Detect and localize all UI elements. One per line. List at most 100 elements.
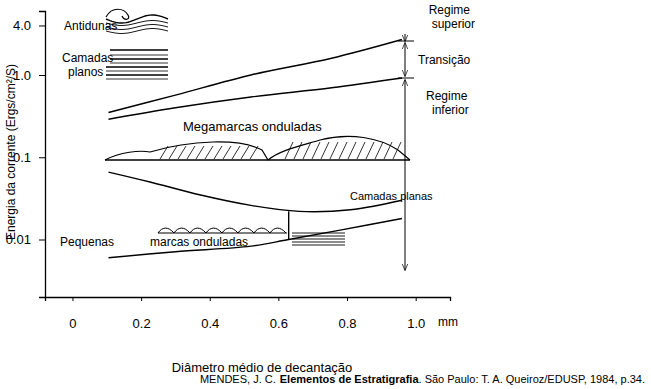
ripple-sketch	[222, 228, 238, 233]
megaripple-hatch	[214, 146, 222, 159]
plane-bed-sketch	[110, 55, 168, 56]
annotation: Regimesuperior	[429, 3, 475, 31]
plane-bed-sketch	[292, 242, 345, 243]
megaripple-hatch	[294, 142, 302, 159]
annotation: Megamarcas onduladas	[183, 119, 322, 134]
antidune-sketch	[106, 9, 129, 19]
x-tick: 0.2	[133, 297, 151, 331]
x-tick-mark	[72, 297, 73, 301]
megaripple-hatch	[187, 146, 195, 159]
megaripple-hatch	[357, 142, 365, 159]
x-tick-label: 0.6	[270, 316, 288, 331]
annotation: Camadas planas	[350, 190, 433, 202]
megaripple-hatch	[160, 146, 168, 159]
sketches	[105, 9, 414, 270]
plane-bed-sketch	[106, 74, 168, 75]
x-tick: 1.0	[407, 297, 425, 331]
megaripple-sketch	[105, 159, 410, 160]
boundary-line	[288, 211, 289, 239]
x-tick-label: 0.4	[201, 316, 219, 331]
ripple-sketch	[238, 228, 254, 233]
plane-bed-sketch	[292, 245, 345, 246]
ripple-sketch	[270, 228, 286, 233]
megaripple-sketch	[268, 136, 410, 160]
megaripple-hatch	[241, 146, 249, 159]
x-tick-label: 0.2	[133, 316, 151, 331]
labels: Antidunas Camadasplanos Megamarcas ondulad…	[4, 3, 645, 385]
plane-bed-sketch	[292, 239, 345, 240]
x-tick-label: 0	[69, 316, 76, 331]
x-tick-mark	[141, 297, 142, 301]
megaripple-hatch	[178, 146, 186, 159]
megaripple-sketch	[105, 142, 268, 160]
ripple-sketch	[174, 228, 190, 233]
annotation: Camadasplanos	[62, 51, 113, 79]
x-tick-mark	[416, 297, 417, 301]
plane-bed-sketch	[292, 236, 345, 237]
y-tick-label: 4.0	[13, 18, 31, 33]
y-tick-mark	[39, 25, 45, 26]
megaripple-hatch	[366, 142, 374, 159]
x-tick-mark	[347, 297, 348, 301]
source-text: . São Paulo: T. A. Queiroz/EDUSP, 1984, …	[419, 373, 645, 385]
ripple-sketch	[254, 228, 270, 233]
plane-bed-sketch	[110, 49, 168, 50]
source-text: Elementos de Estratigrafia	[280, 373, 420, 385]
y-tick-mark	[39, 157, 45, 158]
megaripple-hatch	[223, 146, 231, 159]
x-axis: 0 0.2 0.4 0.6 0.8 1.0	[46, 297, 451, 331]
x-tick: 0.6	[270, 297, 288, 331]
x-tick: 0	[69, 297, 76, 331]
annotation: Pequenas	[60, 235, 114, 249]
y-tick-mark	[39, 75, 45, 76]
megaripple-hatch	[196, 146, 204, 159]
ripple-sketch	[158, 228, 174, 233]
y-tick: 4.0	[13, 18, 45, 33]
megaripple-hatch	[232, 146, 240, 159]
regime-arrow	[405, 43, 406, 76]
megaripple-hatch	[348, 142, 356, 159]
axis-line	[46, 298, 451, 302]
ripple-sketch	[190, 228, 206, 233]
annotation: Antidunas	[64, 19, 117, 33]
plane-bed-sketch	[106, 71, 168, 72]
ripple-sketch	[206, 228, 222, 233]
megaripple-hatch	[285, 142, 293, 159]
x-tick-label: 1.0	[407, 316, 425, 331]
source-text: MENDES, J. C.	[200, 373, 276, 385]
plane-bed-sketch	[292, 233, 345, 234]
x-tick: 0.4	[201, 297, 219, 331]
plane-bed-sketch	[106, 66, 168, 67]
plane-bed-sketch	[106, 79, 168, 80]
megaripple-hatch	[312, 142, 320, 159]
source: MENDES, J. C. Elementos de Estratigrafia.…	[200, 373, 645, 385]
chart: 0.010.11.04.000.20.40.60.81.0AntidunasCa…	[0, 0, 651, 389]
megaripple-hatch	[321, 142, 329, 159]
boundary-line	[108, 78, 401, 119]
axis-line	[39, 12, 46, 298]
megaripple-hatch	[169, 146, 177, 159]
annotation: Regimeinferior	[426, 89, 469, 117]
annotation: Transição	[418, 53, 471, 67]
regime-arrow	[405, 80, 406, 270]
x-tick-label: 0.8	[338, 316, 356, 331]
boundary-line	[108, 219, 401, 258]
x-tick-mark	[278, 297, 279, 301]
megaripple-hatch	[330, 142, 338, 159]
plot-area	[108, 40, 401, 258]
y-axis-title: Energia da corrente (Ergs/cm²/S)	[4, 64, 18, 240]
x-tick-mark	[210, 297, 211, 301]
regime-arrow	[405, 34, 406, 41]
megaripple-hatch	[339, 142, 347, 159]
annotation: mm	[438, 315, 458, 329]
background	[0, 0, 651, 389]
plane-bed-sketch	[110, 63, 168, 64]
megaripple-hatch	[393, 142, 401, 159]
megaripple-hatch	[303, 142, 311, 159]
y-tick-mark	[39, 240, 45, 241]
megaripple-hatch	[250, 146, 258, 159]
megaripple-hatch	[205, 146, 213, 159]
plane-bed-sketch	[110, 58, 168, 59]
megaripple-hatch	[384, 142, 392, 159]
boundary-line	[108, 40, 401, 113]
